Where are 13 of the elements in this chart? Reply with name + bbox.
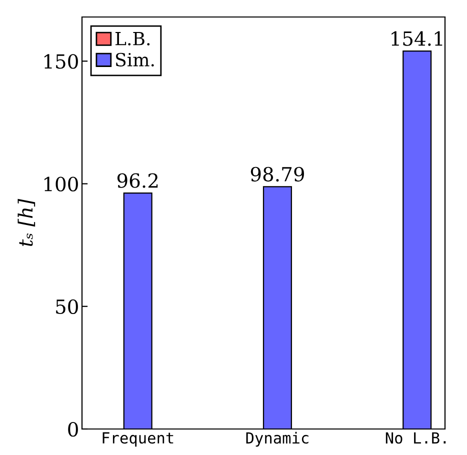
y-tick-label: 0 xyxy=(68,422,78,437)
x-tick-label: No L.B. xyxy=(386,432,446,444)
y-axis-title: tₛ [h] xyxy=(18,198,36,246)
x-tick-label: Frequent xyxy=(102,432,174,447)
y-tick-label: 150 xyxy=(44,54,78,69)
data-label: 154.1 xyxy=(392,31,442,46)
y-tick-label: 50 xyxy=(56,299,78,314)
data-label: 96.2 xyxy=(117,173,158,188)
x-tick-label: Dynamic xyxy=(246,432,308,447)
data-label: 98.79 xyxy=(250,166,304,182)
y-tick-label: 100 xyxy=(44,176,78,192)
legend-label: L.B. xyxy=(115,32,150,46)
legend-label: Sim. xyxy=(116,52,154,67)
